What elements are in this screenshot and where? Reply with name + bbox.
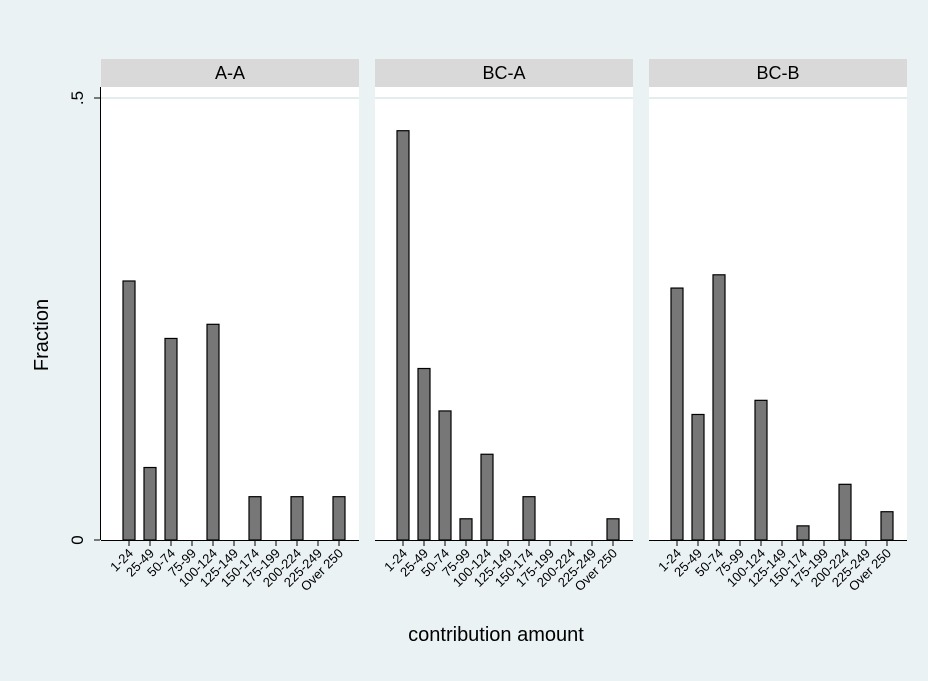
bar [522, 496, 536, 541]
bar [122, 280, 136, 541]
panel-a-a: A-A1-2425-4950-7475-99100-124125-149150-… [101, 59, 359, 594]
x-axis-label: contribution amount [408, 624, 584, 646]
bar [438, 410, 452, 541]
bar [143, 466, 157, 541]
y-axis-label: Fraction [31, 299, 53, 371]
bar [838, 483, 852, 541]
panel-strip [375, 59, 633, 87]
bar [290, 496, 304, 541]
bar [206, 323, 220, 541]
bar [754, 399, 768, 541]
bar [480, 453, 494, 541]
y-tick-label: .5 [68, 91, 87, 105]
panel-strip [649, 59, 907, 87]
bar [459, 518, 473, 541]
bar [691, 413, 705, 541]
y-tick-label: 0 [68, 535, 87, 544]
panel-plot-area [375, 87, 633, 540]
bar [670, 287, 684, 541]
panel-plot-area [101, 87, 359, 540]
panel-title: BC-A [482, 63, 525, 83]
panel-plot-area [649, 87, 907, 540]
bar [880, 511, 894, 541]
panel-title: A-A [215, 63, 245, 83]
bar [606, 518, 620, 541]
bar [332, 496, 346, 541]
bar [164, 337, 178, 541]
bar [712, 274, 726, 541]
bar [796, 525, 810, 541]
panel-bc-b: BC-B1-2425-4950-7475-99100-124125-149150… [649, 59, 907, 594]
panel-bc-a: BC-A1-2425-4950-7475-99100-124125-149150… [375, 59, 633, 594]
bar [417, 367, 431, 541]
panel-title: BC-B [756, 63, 799, 83]
bar [396, 130, 410, 541]
panel-strip [101, 59, 359, 87]
bar [248, 496, 262, 541]
